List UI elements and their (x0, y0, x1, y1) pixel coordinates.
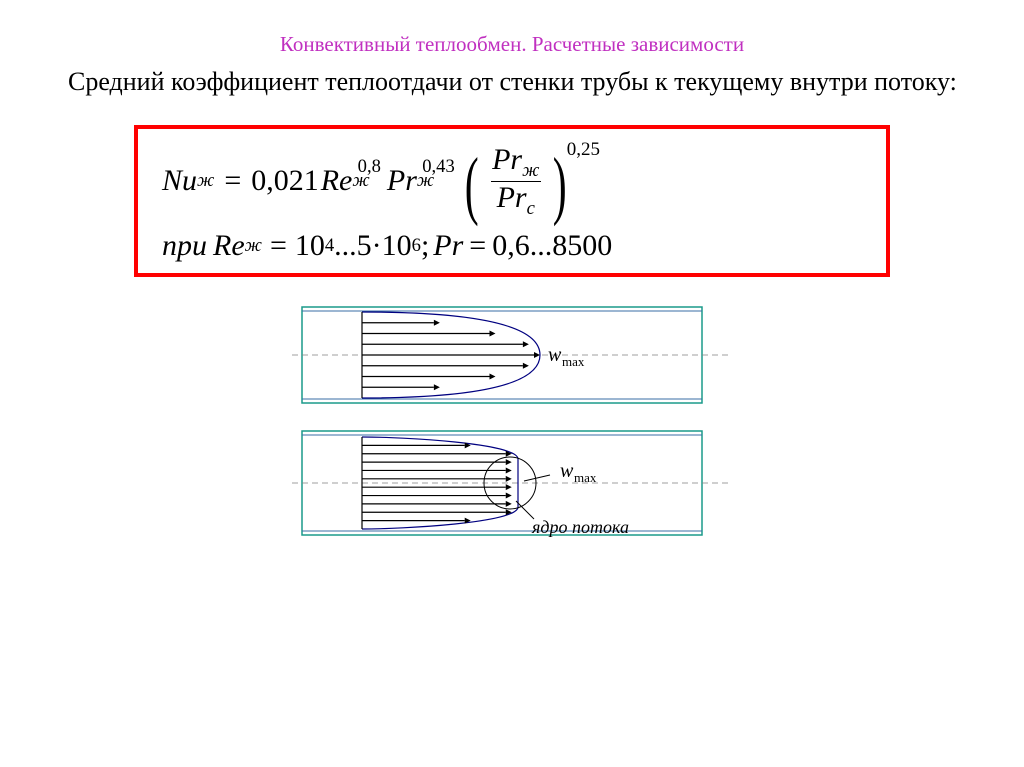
diagrams-area: wmax wmaxядро потока (0, 305, 1024, 549)
svg-text:ядро потока: ядро потока (531, 517, 629, 537)
svg-text:w: w (560, 460, 574, 482)
velocity-profile-turbulent: wmax ядро потока (292, 429, 732, 549)
formula-line-1: Nuж = 0,021 Reж0,8 Prж0,43 ( Prж Prс ) 0… (162, 143, 862, 219)
page-title: Конвективный теплообмен. Расчетные завис… (0, 0, 1024, 57)
intro-text: Средний коэффициент теплоотдачи от стенк… (68, 67, 957, 96)
formula-box: Nuж = 0,021 Reж0,8 Prж0,43 ( Prж Prс ) 0… (134, 125, 890, 277)
svg-text:max: max (562, 354, 585, 369)
svg-text:max: max (574, 470, 597, 485)
velocity-profile-laminar: wmax (292, 305, 732, 405)
formula-line-2: при Reж = 104...5·106 ; Pr = 0,6...8500 (162, 229, 862, 263)
intro-paragraph: Средний коэффициент теплоотдачи от стенк… (0, 57, 1024, 97)
svg-text:w: w (548, 344, 562, 366)
